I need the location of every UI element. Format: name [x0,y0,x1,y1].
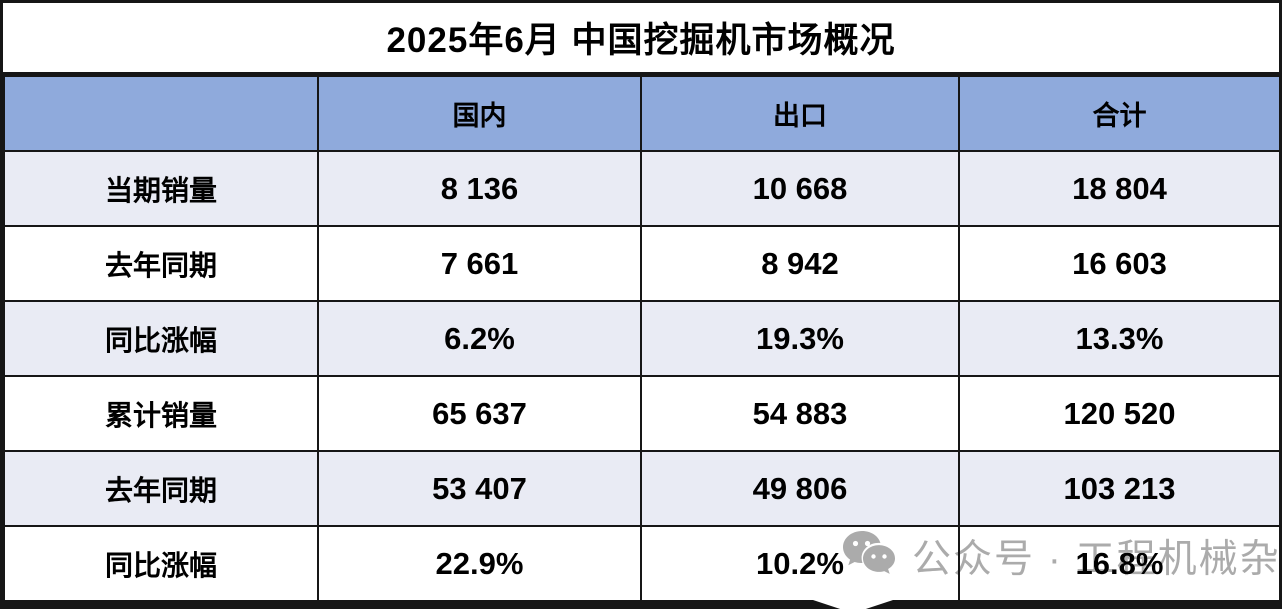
value-cell: 7 661 [317,225,642,302]
value-cell: 22.9% [317,525,642,602]
row-label-cell: 累计销量 [3,375,319,452]
value-cell: 19.3% [640,300,960,377]
table-body: 当期销量 8 136 10 668 18 804 去年同期 7 661 8 942 16 60… [3,150,1281,602]
value-cell: 8 942 [640,225,960,302]
value-cell: 53 407 [317,450,642,527]
row-label-cell: 当期销量 [3,150,319,227]
row-label-cell: 同比涨幅 [3,525,319,602]
table-row: 同比涨幅 22.9% 10.2% 16.8% [3,525,1281,602]
table-row: 当期销量 8 136 10 668 18 804 [3,150,1281,227]
bottom-border-bar [0,600,1282,609]
table-row: 去年同期 7 661 8 942 16 603 [3,225,1281,302]
value-cell: 8 136 [317,150,642,227]
value-cell: 10.2% [640,525,960,602]
table-header-row: 国内 出口 合计 [3,75,1281,152]
value-cell: 10 668 [640,150,960,227]
page-title: 2025年6月 中国挖掘机市场概况 [386,21,896,60]
value-cell: 6.2% [317,300,642,377]
table-title-row: 2025年6月 中国挖掘机市场概况 [3,3,1279,75]
excavator-market-table: 国内 出口 合计 当期销量 8 136 10 668 18 804 去年同期 7 661 8 9… [3,75,1281,602]
row-label-cell: 去年同期 [3,450,319,527]
table-row: 累计销量 65 637 54 883 120 520 [3,375,1281,452]
value-cell: 16 603 [958,225,1281,302]
value-cell: 103 213 [958,450,1281,527]
value-cell: 54 883 [640,375,960,452]
value-cell: 120 520 [958,375,1281,452]
value-cell: 65 637 [317,375,642,452]
column-header-cell: 国内 [317,75,642,152]
column-header-cell: 合计 [958,75,1281,152]
value-cell: 49 806 [640,450,960,527]
column-header-cell: 出口 [640,75,960,152]
corner-header-cell [3,75,319,152]
value-cell: 18 804 [958,150,1281,227]
table-row: 同比涨幅 6.2% 19.3% 13.3% [3,300,1281,377]
row-label-cell: 去年同期 [3,225,319,302]
value-cell: 16.8% [958,525,1281,602]
bottom-notch-shape [813,600,893,609]
row-label-cell: 同比涨幅 [3,300,319,377]
table-row: 去年同期 53 407 49 806 103 213 [3,450,1281,527]
value-cell: 13.3% [958,300,1281,377]
